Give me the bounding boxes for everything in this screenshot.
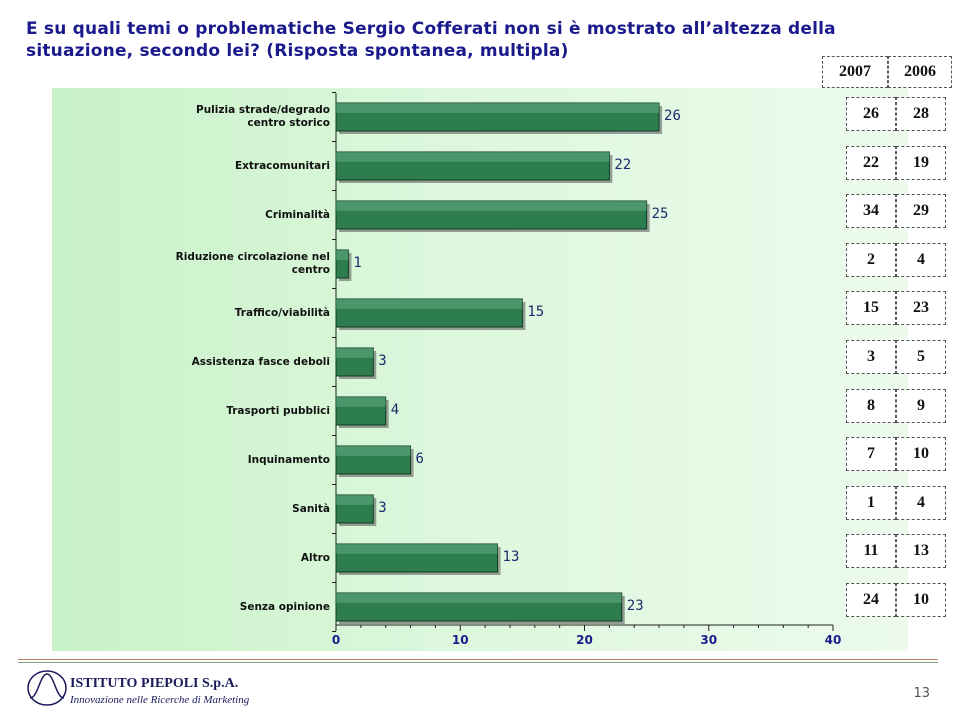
value-2007: 2 (846, 243, 896, 277)
category-label: Trasporti pubblici (226, 404, 330, 417)
category-label: Criminalità (265, 208, 330, 221)
value-2006: 28 (896, 97, 946, 131)
value-2007: 3 (846, 340, 896, 374)
bar-value-label: 23 (626, 598, 644, 614)
value-2006: 29 (896, 194, 946, 228)
bar-value-label: 3 (378, 353, 387, 369)
value-2007: 24 (846, 583, 896, 617)
value-2007: 26 (846, 97, 896, 131)
bar (335, 347, 377, 379)
category-label: Inquinamento (247, 453, 330, 466)
bar (335, 298, 526, 330)
category-label: Extracomunitari (234, 159, 330, 172)
category-label: Altro (300, 551, 330, 564)
value-2006: 10 (896, 437, 946, 471)
category-label: Senza opinione (239, 600, 330, 613)
bar-value-label: 13 (502, 549, 520, 565)
value-2007: 7 (846, 437, 896, 471)
value-2006: 13 (896, 534, 946, 568)
bar (335, 249, 352, 281)
footer-divider-secondary (18, 662, 938, 663)
category-label: Sanità (292, 502, 330, 515)
bar-value-label: 26 (664, 108, 681, 124)
bar (335, 200, 650, 232)
x-tick-label: 30 (700, 633, 718, 647)
category-label: Assistenza fasce deboli (191, 355, 330, 368)
bar-value-label: 1 (353, 255, 362, 271)
x-tick-label: 20 (576, 633, 593, 647)
value-2006: 5 (896, 340, 946, 374)
x-tick-label: 40 (824, 633, 842, 647)
company-tagline: Innovazione nelle Ricerche di Marketing (70, 694, 250, 706)
title-line-2: situazione, secondo lei? (Risposta spont… (26, 41, 569, 61)
bar-value-label: 15 (527, 304, 545, 320)
bar (335, 543, 501, 575)
footer-divider (18, 659, 938, 660)
year-header-2006: 2006 (888, 56, 952, 88)
bar (335, 592, 625, 624)
page-number: 13 (913, 686, 930, 701)
category-label: Riduzione circolazione nel centro (175, 251, 330, 276)
year-header-2007: 2007 (822, 56, 888, 88)
value-2007: 22 (846, 146, 896, 180)
category-label: Traffico/viabilità (234, 306, 330, 319)
bar-value-label: 3 (378, 500, 387, 516)
bar (335, 494, 377, 526)
bar (335, 102, 663, 134)
value-2007: 34 (846, 194, 896, 228)
piepoli-logo-icon (27, 670, 67, 706)
value-2006: 4 (896, 243, 946, 277)
company-name: ISTITUTO PIEPOLI S.p.A. (70, 676, 239, 691)
value-2006: 4 (896, 486, 946, 520)
value-2006: 23 (896, 291, 946, 325)
bar-value-label: 4 (390, 402, 400, 418)
title-line-1: E su quali temi o problematiche Sergio C… (26, 19, 836, 39)
slide-title: E su quali temi o problematiche Sergio C… (26, 18, 926, 62)
value-2006: 9 (896, 389, 946, 423)
x-tick-label: 10 (451, 633, 469, 647)
bar (335, 445, 414, 477)
x-tick-label: 0 (331, 633, 341, 647)
value-2006: 19 (896, 146, 946, 180)
value-2007: 8 (846, 389, 896, 423)
bar-value-label: 22 (614, 157, 632, 173)
value-2007: 1 (846, 486, 896, 520)
bar-value-label: 25 (651, 206, 669, 222)
bar (335, 396, 389, 428)
category-label: Pulizia strade/degrado centro storico (196, 104, 330, 129)
bar (335, 151, 613, 183)
bar-value-label: 6 (415, 451, 424, 467)
value-2007: 15 (846, 291, 896, 325)
value-2006: 10 (896, 583, 946, 617)
value-2007: 11 (846, 534, 896, 568)
